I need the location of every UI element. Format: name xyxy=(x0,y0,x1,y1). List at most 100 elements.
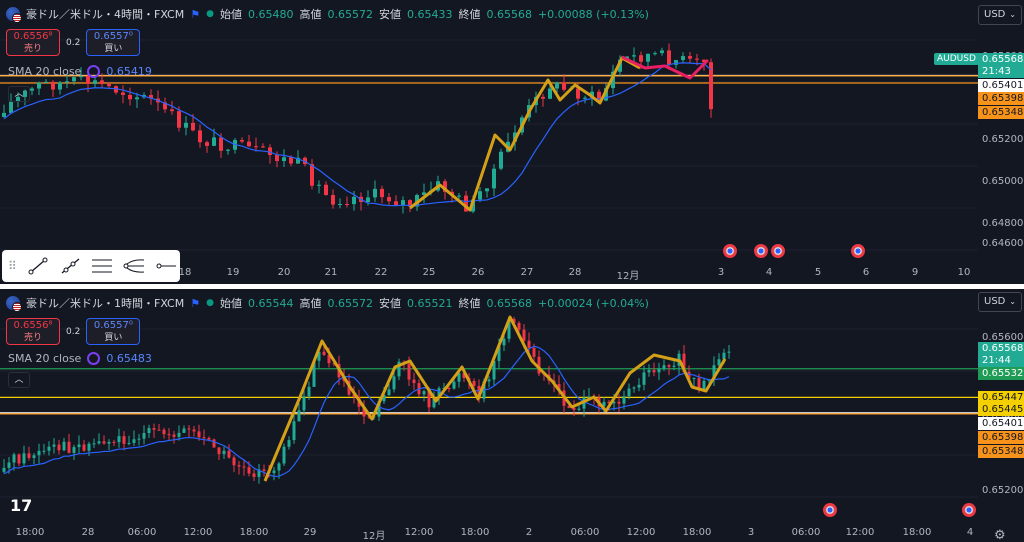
time-axis-label: 06:00 xyxy=(570,527,600,538)
time-axis-label: 9 xyxy=(911,267,919,278)
tradingview-logo[interactable]: 𝟭𝟳 xyxy=(10,496,33,515)
candle-body xyxy=(107,441,111,444)
price-tag: 0.65398 xyxy=(978,431,1024,444)
flag-event-icon[interactable] xyxy=(823,503,837,517)
ray-icon[interactable] xyxy=(59,256,81,276)
flag-event-icon[interactable] xyxy=(754,244,768,258)
currency-select[interactable]: USD ⌄ xyxy=(978,5,1022,25)
candle-body xyxy=(227,450,231,458)
time-axis-label: 28 xyxy=(81,527,95,538)
candle-body xyxy=(170,109,174,112)
candle-body xyxy=(662,365,666,369)
candle-body xyxy=(242,466,246,468)
buy-button[interactable]: 0.6557⁰ 買い xyxy=(86,318,141,345)
symbol-title[interactable]: 豪ドル／米ドル・1時間・FXCM xyxy=(26,297,185,310)
candle-body xyxy=(44,81,48,83)
candle-body xyxy=(16,96,20,102)
buy-price: 0.6557⁰ xyxy=(93,320,133,331)
bookmark-flag-icon[interactable]: ⚑ xyxy=(190,7,201,21)
pitchfork-icon[interactable] xyxy=(123,256,145,276)
candle-body xyxy=(65,81,69,83)
candle-body xyxy=(32,455,36,458)
sma-legend[interactable]: SMA 20 close 0.65483 xyxy=(8,352,152,365)
candle-body xyxy=(289,157,293,164)
candle-body xyxy=(275,154,279,161)
indicator-settings-icon[interactable] xyxy=(87,65,101,78)
candle-body xyxy=(52,444,56,447)
candle-body xyxy=(639,55,643,62)
candle-body xyxy=(257,469,261,477)
price-tag: 21:43 xyxy=(978,65,1024,78)
change-value: +0.00088 (+0.13%) xyxy=(537,7,649,21)
trade-buttons: 0.6556⁸ 売り 0.2 0.6557⁰ 買い xyxy=(6,318,141,345)
horizontal-ray-icon[interactable] xyxy=(155,256,177,276)
candle-body xyxy=(380,188,384,198)
candle-body xyxy=(527,340,531,348)
candle-body xyxy=(302,396,306,411)
candle-body xyxy=(507,318,511,339)
candle-body xyxy=(212,137,216,146)
symbol-title[interactable]: 豪ドル／米ドル・4時間・FXCM xyxy=(26,8,185,21)
trend-line-icon[interactable] xyxy=(27,256,49,276)
candle-body xyxy=(237,465,241,467)
chart-pane-4h[interactable]: 豪ドル／米ドル・4時間・FXCM ⚑ ● 始値 0.65480 高値 0.65572… xyxy=(0,0,1024,284)
candle-body xyxy=(532,347,536,357)
buy-label: 買い xyxy=(104,333,123,343)
candle-body xyxy=(362,406,366,417)
bookmark-flag-icon[interactable]: ⚑ xyxy=(190,296,201,310)
candle-body xyxy=(57,444,61,451)
time-axis-label: 12:00 xyxy=(183,527,213,538)
candle-body xyxy=(9,101,13,113)
time-axis-label: 19 xyxy=(226,267,240,278)
candle-body xyxy=(660,50,664,54)
sell-label: 売り xyxy=(23,44,42,54)
sell-button[interactable]: 0.6556⁸ 売り xyxy=(6,318,60,345)
time-axis-label: 3 xyxy=(717,267,725,278)
candle-body xyxy=(152,428,156,430)
flag-event-icon[interactable] xyxy=(962,503,976,517)
time-axis-label: 18 xyxy=(178,267,192,278)
candle-body xyxy=(653,53,657,55)
candle-body xyxy=(487,379,491,382)
candle-body xyxy=(277,463,281,471)
candle-body xyxy=(587,396,591,398)
symbol-tag: AUDUSD xyxy=(934,53,979,65)
drawing-toolbar: ⠿ xyxy=(2,250,180,282)
collapse-legend-button[interactable]: ︿ xyxy=(8,86,30,102)
drag-handle-icon[interactable]: ⠿ xyxy=(8,259,17,273)
sell-button[interactable]: 0.6556⁸ 売り xyxy=(6,29,60,56)
gear-icon[interactable]: ⚙ xyxy=(994,528,1006,542)
pane-divider[interactable] xyxy=(0,284,1024,289)
buy-button[interactable]: 0.6557⁰ 買い xyxy=(86,29,141,56)
candlestick-plot-1h[interactable] xyxy=(0,289,978,542)
candle-body xyxy=(412,379,416,384)
candle-body xyxy=(296,157,300,164)
flag-event-icon[interactable] xyxy=(771,244,785,258)
candle-body xyxy=(142,433,146,439)
sma-legend[interactable]: SMA 20 close 0.65419 xyxy=(8,65,152,78)
flag-event-icon[interactable] xyxy=(851,244,865,258)
candlestick-plot-4h[interactable] xyxy=(0,0,978,284)
flag-event-icon[interactable] xyxy=(723,244,737,258)
spread-value: 0.2 xyxy=(66,326,81,337)
chart-pane-1h[interactable]: 豪ドル／米ドル・1時間・FXCM ⚑ ● 始値 0.65544 高値 0.65572… xyxy=(0,289,1024,542)
candle-body xyxy=(387,197,391,202)
indicator-settings-icon[interactable] xyxy=(87,352,101,365)
currency-select[interactable]: USD ⌄ xyxy=(978,292,1022,312)
sma-label: SMA 20 close xyxy=(8,352,82,365)
candle-body xyxy=(47,446,51,451)
candle-body xyxy=(307,386,311,397)
parallel-channel-icon[interactable] xyxy=(91,256,113,276)
candle-body xyxy=(443,181,447,192)
buy-price: 0.6557⁰ xyxy=(93,31,133,42)
price-tag: 0.65445 xyxy=(978,403,1024,416)
time-axis-label: 2 xyxy=(525,527,533,538)
collapse-legend-button[interactable]: ︿ xyxy=(8,372,30,388)
candle-body xyxy=(312,360,316,387)
candle-body xyxy=(387,389,391,395)
currency-label: USD xyxy=(984,9,1006,20)
candle-body xyxy=(254,146,258,148)
candle-body xyxy=(127,442,131,444)
candle-body xyxy=(572,407,576,410)
candle-body xyxy=(567,405,571,408)
